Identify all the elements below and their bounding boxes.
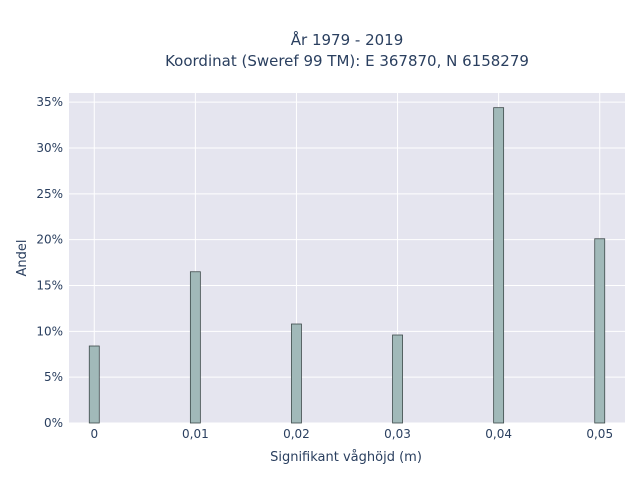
bars bbox=[88, 107, 606, 424]
y-tick-label: 35% bbox=[36, 95, 63, 109]
x-tick-label: 0,02 bbox=[283, 427, 310, 441]
y-axis-ticks: 0% 5% 10% 15% 20% 25% 30% 35% bbox=[36, 95, 63, 430]
x-tick-label: 0,05 bbox=[586, 427, 613, 441]
y-tick-label: 25% bbox=[36, 187, 63, 201]
plot-area bbox=[69, 93, 625, 423]
y-tick-label: 10% bbox=[36, 324, 63, 338]
x-tick-label: 0 bbox=[90, 427, 98, 441]
x-tick-label: 0,03 bbox=[384, 427, 411, 441]
bar bbox=[392, 334, 403, 424]
y-tick-label: 0% bbox=[44, 416, 63, 430]
bar bbox=[88, 345, 100, 424]
bar bbox=[594, 238, 606, 424]
x-axis-ticks: 0 0,01 0,02 0,03 0,04 0,05 bbox=[90, 427, 613, 441]
x-tick-label: 0,04 bbox=[485, 427, 512, 441]
y-tick-label: 30% bbox=[36, 141, 63, 155]
y-tick-label: 15% bbox=[36, 279, 63, 293]
bar bbox=[189, 271, 201, 424]
x-tick-label: 0,01 bbox=[182, 427, 209, 441]
y-axis-label: Andel bbox=[15, 240, 30, 277]
x-axis-label: Signifikant våghöjd (m) bbox=[270, 450, 422, 465]
y-tick-label: 20% bbox=[36, 233, 63, 247]
chart-title-line-2: Koordinat (Sweref 99 TM): E 367870, N 61… bbox=[165, 52, 529, 70]
y-tick-label: 5% bbox=[44, 370, 63, 384]
chart-title-line-1: År 1979 - 2019 bbox=[291, 30, 404, 49]
bar bbox=[291, 323, 302, 424]
bar bbox=[493, 107, 505, 424]
